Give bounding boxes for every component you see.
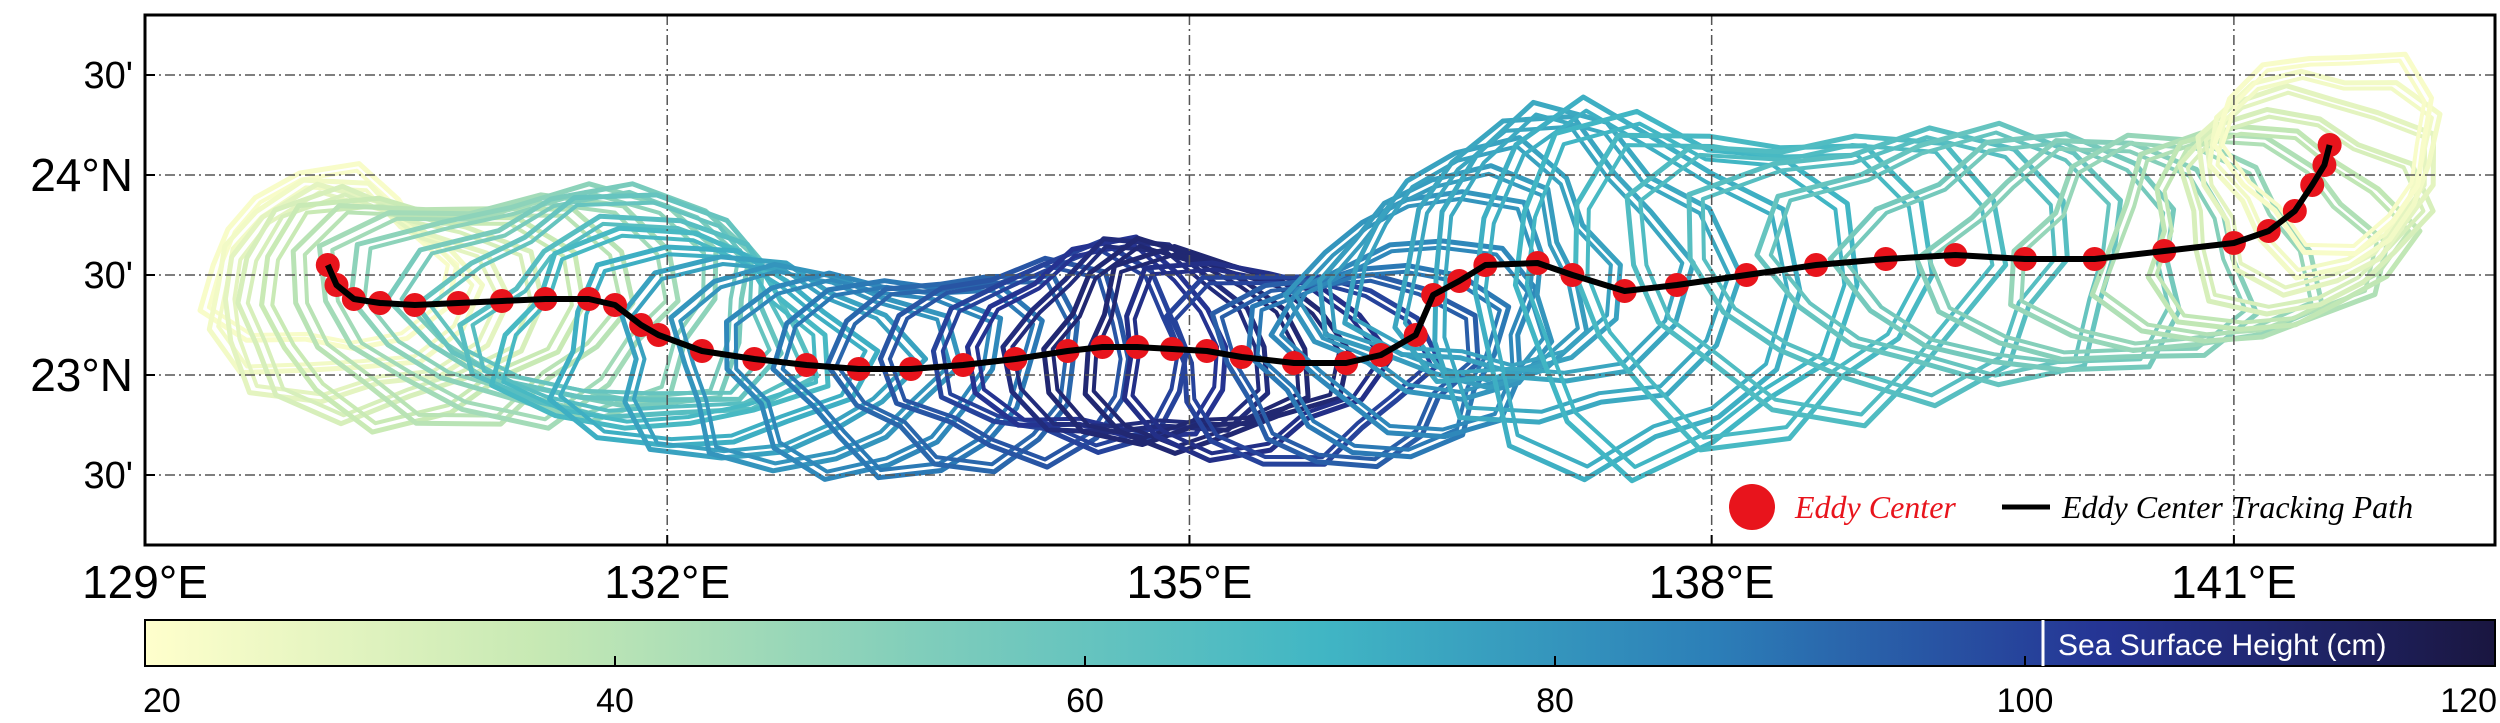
colorbar-tick-label: 100 (1997, 682, 2054, 720)
eddy-contour (2185, 114, 2426, 309)
colorbar-tick-label: 20 (143, 682, 181, 720)
eddy-contour (678, 269, 952, 466)
latitude-tick-label: 23°N (30, 349, 133, 401)
legend-center-label: Eddy Center (1794, 489, 1956, 525)
eddy-contour (2195, 83, 2437, 298)
eddy-center-marker (315, 253, 340, 277)
eddy-contour (1342, 135, 1623, 376)
eddy-contour (1432, 99, 1744, 425)
colorbar-tick-label: 80 (1536, 682, 1574, 720)
eddy-contour (628, 262, 916, 454)
longitude-tick-label: 141°E (2171, 556, 2297, 608)
colorbar-ticks: 20 40 60 80 100 120 (143, 656, 2497, 720)
latitude-tick-label: 24°N (30, 149, 133, 201)
colorbar-label: Sea Surface Height (cm) (2058, 629, 2386, 662)
eddy-contour (270, 203, 574, 426)
latitude-ticks: 30' 23°N 30' 24°N 30' (30, 55, 155, 497)
eddy-track (315, 133, 2342, 381)
eddy-contour (1483, 108, 1790, 469)
longitude-tick-label: 138°E (1649, 556, 1775, 608)
eddy-contour (2211, 51, 2434, 257)
eddy-contour (1841, 140, 2171, 365)
legend-center-marker (1729, 484, 1775, 530)
eddy-contour (197, 161, 460, 352)
colorbar-tick-label: 40 (596, 682, 634, 720)
latitude-tick-label: 30' (83, 55, 133, 97)
eddy-contour (2177, 107, 2436, 317)
eddy-contour (1402, 124, 1685, 376)
eddy-center-marker (2317, 133, 2342, 157)
legend-path-label: Eddy Center Tracking Path (2061, 489, 2413, 525)
eddy-contour (1524, 121, 1847, 469)
colorbar: Sea Surface Height (cm) 20 40 60 80 100 120 (143, 619, 2497, 720)
eddy-contour (2215, 75, 2434, 272)
ssh-contours (197, 51, 2443, 484)
eddy-contour (1392, 114, 1696, 384)
latitude-tick-label: 30' (83, 455, 133, 497)
longitude-tick-label: 132°E (604, 556, 730, 608)
longitude-tick-label: 129°E (82, 556, 208, 608)
eddy-tracking-path (325, 144, 2333, 372)
legend: Eddy Center Eddy Center Tracking Path (1729, 484, 2413, 530)
colorbar-tick-label: 120 (2440, 682, 2497, 720)
longitude-tick-label: 135°E (1127, 556, 1253, 608)
colorbar-tick-label: 60 (1066, 682, 1104, 720)
eddy-contour (1472, 94, 1803, 483)
longitude-ticks: 129°E 132°E 135°E 138°E 141°E (82, 535, 2297, 608)
eddy-contour (2220, 58, 2427, 248)
eddy-contour (1352, 144, 1613, 368)
latitude-tick-label: 30' (83, 255, 133, 297)
map-frame (143, 13, 2497, 547)
eddy-contour (2206, 68, 2443, 281)
colorbar-gradient (144, 619, 2496, 667)
eddy-contour (780, 284, 1036, 473)
